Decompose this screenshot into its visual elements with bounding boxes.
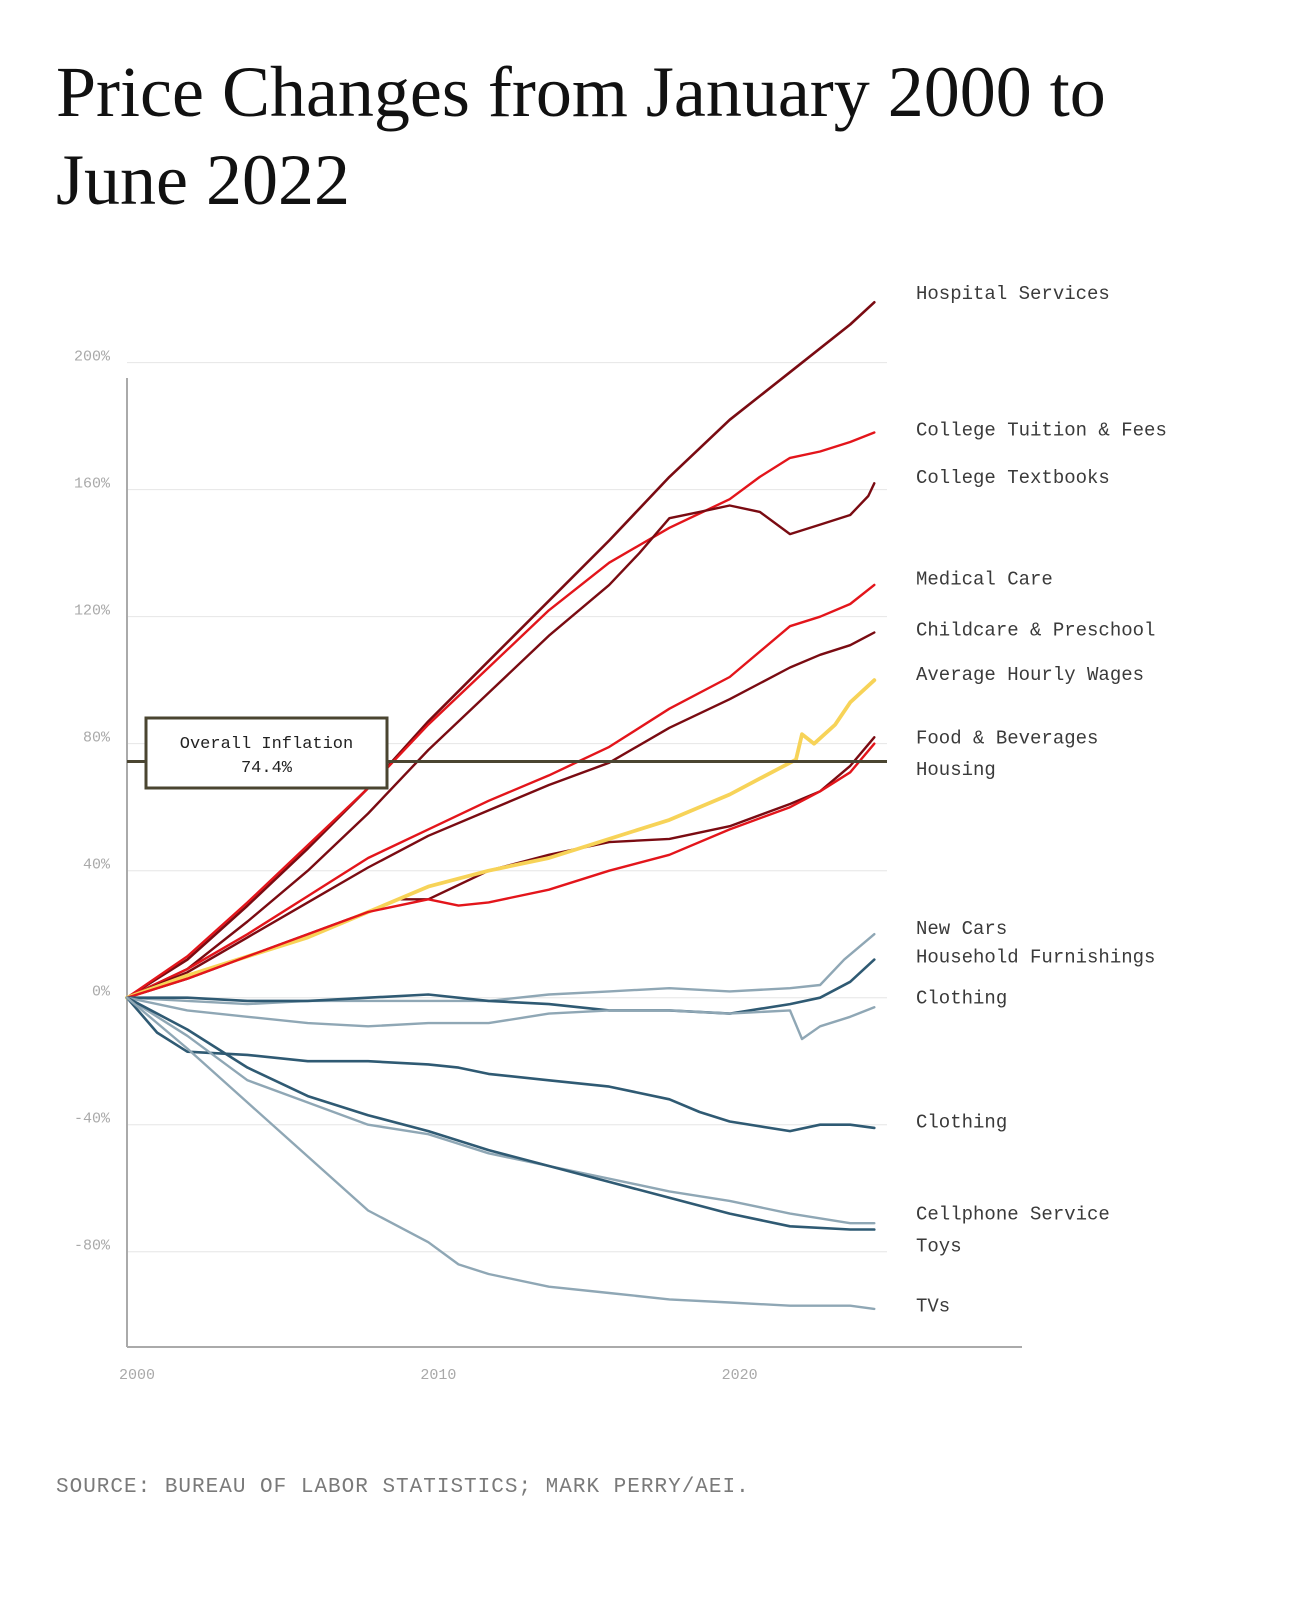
x-tick-label: 2010	[420, 1367, 456, 1384]
series-label: Household Furnishings	[916, 946, 1155, 968]
y-tick-label: 0%	[92, 984, 111, 1001]
series-label: College Textbooks	[916, 467, 1110, 489]
series-label: Clothing	[916, 988, 1007, 1010]
y-tick-label: 160%	[74, 476, 111, 493]
series-line	[125, 301, 876, 999]
series-line	[125, 742, 876, 999]
series-line	[125, 996, 876, 1225]
series-label: Average Hourly Wages	[916, 664, 1144, 686]
chart-title: Price Changes from January 2000 to June …	[56, 52, 1106, 220]
series-labels: Hospital Services College Tuition & Fees C…	[916, 283, 1167, 1318]
series-label: Food & Beverages	[916, 727, 1098, 749]
series-line	[125, 996, 876, 1231]
overall-inflation-value: 74.4%	[241, 759, 293, 778]
series-label: Toys	[916, 1235, 962, 1257]
series-label: Hospital Services	[916, 283, 1110, 305]
source-note: SOURCE: BUREAU OF LABOR STATISTICS; MARK…	[56, 1476, 750, 1499]
series-label: TVs	[916, 1296, 950, 1318]
series-line	[125, 996, 876, 1041]
series-line	[125, 933, 876, 1006]
series-label: Cellphone Service	[916, 1204, 1110, 1226]
y-tick-label: -80%	[74, 1238, 111, 1255]
series-label: Medical Care	[916, 569, 1053, 591]
x-tick-label: 2020	[722, 1367, 758, 1384]
series-label: Childcare & Preschool	[916, 619, 1155, 641]
overall-inflation-label: Overall Inflation	[180, 735, 353, 754]
series-label: College Tuition & Fees	[916, 419, 1167, 441]
y-tick-label: 200%	[74, 349, 111, 366]
series-lines	[125, 301, 877, 1311]
y-tick-label: 120%	[74, 603, 111, 620]
series-label: Clothing	[916, 1112, 1007, 1134]
y-tick-label: -40%	[74, 1111, 111, 1128]
series-line	[125, 583, 876, 999]
y-tick-label: 40%	[83, 857, 111, 874]
reference-line-group: Overall Inflation 74.4%	[127, 716, 887, 790]
series-line	[125, 996, 876, 1311]
series-label: Housing	[916, 759, 996, 781]
series-line	[125, 631, 876, 999]
series-line	[125, 431, 876, 999]
series-line	[125, 482, 876, 999]
series-line	[125, 958, 876, 1015]
grid-lines	[127, 362, 887, 1253]
y-tick-label: 80%	[83, 730, 111, 747]
series-label: New Cars	[916, 918, 1007, 940]
series-line	[125, 678, 877, 1000]
series-line	[125, 996, 876, 1133]
axes: 200% 160% 120% 80% 40% 0% -40% -80% 2000 2010 2020	[74, 349, 1022, 1384]
x-tick-label: 2000	[119, 1367, 155, 1384]
overall-inflation-box	[144, 716, 389, 790]
